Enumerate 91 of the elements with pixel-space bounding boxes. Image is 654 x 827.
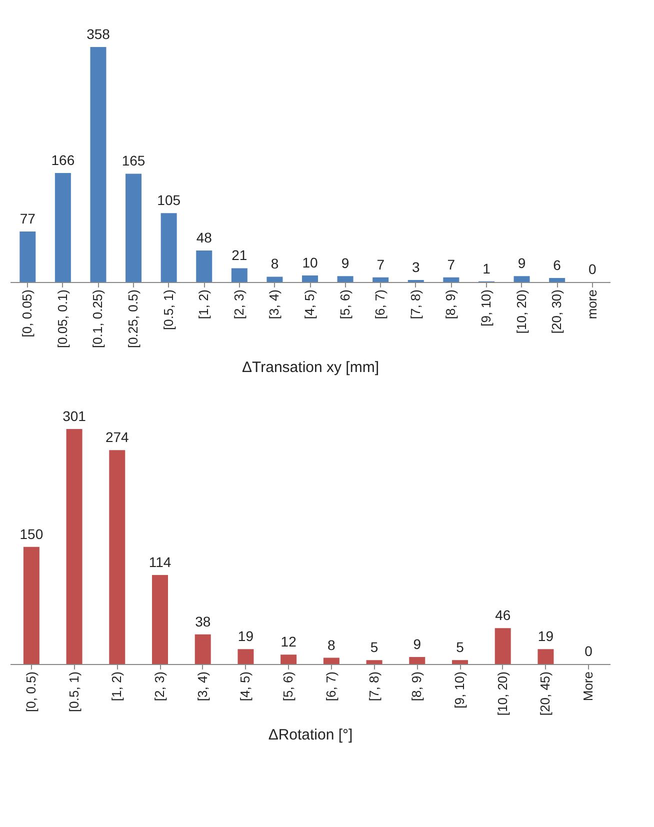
- x-tick-label: [0.1, 0.25): [90, 290, 106, 348]
- data-label: 1: [482, 260, 491, 276]
- bar: [514, 276, 530, 282]
- x-tick-label: [10, 20): [494, 672, 510, 716]
- data-label: 77: [20, 210, 36, 226]
- bar: [196, 250, 212, 282]
- bar: [109, 450, 126, 664]
- x-tick-label: [3, 4): [194, 672, 210, 702]
- data-label: 9: [341, 255, 350, 272]
- bar: [66, 429, 82, 664]
- bar: [366, 660, 382, 664]
- bar: [160, 213, 177, 282]
- data-label: 46: [495, 607, 511, 624]
- x-tick-label: [8, 9): [409, 672, 424, 702]
- data-label: 19: [238, 628, 254, 644]
- data-label: 0: [584, 643, 593, 659]
- data-label: 9: [413, 636, 422, 652]
- bar: [23, 546, 40, 664]
- data-label: 5: [456, 639, 464, 656]
- x-tick-label: [9, 10): [478, 290, 494, 326]
- data-label: 150: [20, 526, 44, 542]
- data-label: 105: [157, 192, 181, 208]
- x-tick-label: More: [580, 672, 596, 702]
- x-tick-label: [6, 7): [323, 672, 338, 702]
- data-label: 358: [86, 26, 110, 42]
- data-label: 166: [51, 152, 75, 168]
- bar: [90, 47, 106, 282]
- bar: [280, 654, 297, 664]
- data-label: 48: [196, 229, 212, 246]
- x-tick-label: [7, 8): [408, 290, 423, 320]
- bar: [443, 277, 460, 282]
- data-label: 8: [328, 636, 336, 653]
- bar: [549, 278, 566, 282]
- x-tick-label: [2, 3): [231, 290, 246, 320]
- bar: [337, 276, 354, 282]
- x-tick-label: [5, 6): [337, 290, 352, 320]
- x-tick-label: [7, 8): [366, 672, 382, 702]
- data-label: 301: [62, 408, 86, 424]
- x-tick-label: [0, 0.5): [23, 672, 38, 712]
- data-label: 38: [195, 613, 211, 630]
- bar: [20, 231, 36, 282]
- data-label: 114: [148, 554, 172, 570]
- x-tick-label: [6, 7): [372, 290, 388, 320]
- bar: [302, 275, 318, 282]
- data-label: 5: [370, 639, 378, 656]
- x-axis-title: ΔTransation xy [mm]: [242, 359, 379, 376]
- bar: [126, 174, 142, 282]
- x-tick-label: [10, 20): [514, 290, 529, 334]
- x-tick-label: [4, 5): [302, 290, 317, 320]
- x-tick-label: [0.5, 1): [160, 290, 176, 330]
- x-tick-label: [0.05, 0.1): [54, 290, 70, 348]
- bar: [409, 656, 426, 664]
- bar: [231, 268, 248, 282]
- data-label: 8: [270, 256, 279, 272]
- data-label: 12: [280, 634, 297, 650]
- data-label: 19: [538, 628, 554, 644]
- data-label: 7: [447, 256, 456, 272]
- bar: [323, 658, 340, 664]
- x-tick-label: [1, 2): [109, 672, 124, 702]
- bar: [538, 649, 554, 664]
- bar: [54, 173, 71, 282]
- x-tick-label: [2, 3): [152, 672, 167, 702]
- x-axis-title: ΔRotation [°]: [268, 726, 353, 744]
- data-label: 7: [376, 256, 385, 272]
- bar: [152, 574, 168, 664]
- data-label: 3: [412, 259, 420, 276]
- x-tick-label: [0, 0.05): [20, 290, 35, 338]
- x-tick-label: [9, 10): [452, 672, 467, 708]
- bar: [266, 276, 283, 282]
- x-tick-label: [5, 6): [280, 672, 296, 702]
- bar: [452, 660, 468, 664]
- data-label: 6: [553, 257, 562, 274]
- x-tick-label: [0.25, 0.5): [126, 290, 141, 348]
- bar: [494, 628, 511, 664]
- x-tick-label: more: [584, 290, 600, 320]
- data-label: 9: [518, 255, 526, 272]
- data-label: 21: [232, 247, 248, 264]
- bar: [194, 634, 211, 664]
- x-tick-label: [20, 30): [549, 290, 564, 334]
- bar: [238, 649, 254, 664]
- x-tick-label: [1, 2): [196, 290, 212, 320]
- x-tick-label: [3, 4): [266, 290, 282, 320]
- x-tick-label: [0.5, 1): [66, 672, 82, 712]
- bar: [372, 277, 389, 282]
- x-tick-label: [20, 45): [538, 672, 553, 716]
- data-label: 274: [105, 429, 130, 446]
- x-tick-label: [4, 5): [238, 672, 253, 702]
- x-tick-label: [8, 9): [443, 290, 458, 320]
- data-label: 0: [588, 261, 596, 277]
- data-label: 165: [122, 152, 146, 169]
- data-label: 10: [302, 254, 318, 270]
